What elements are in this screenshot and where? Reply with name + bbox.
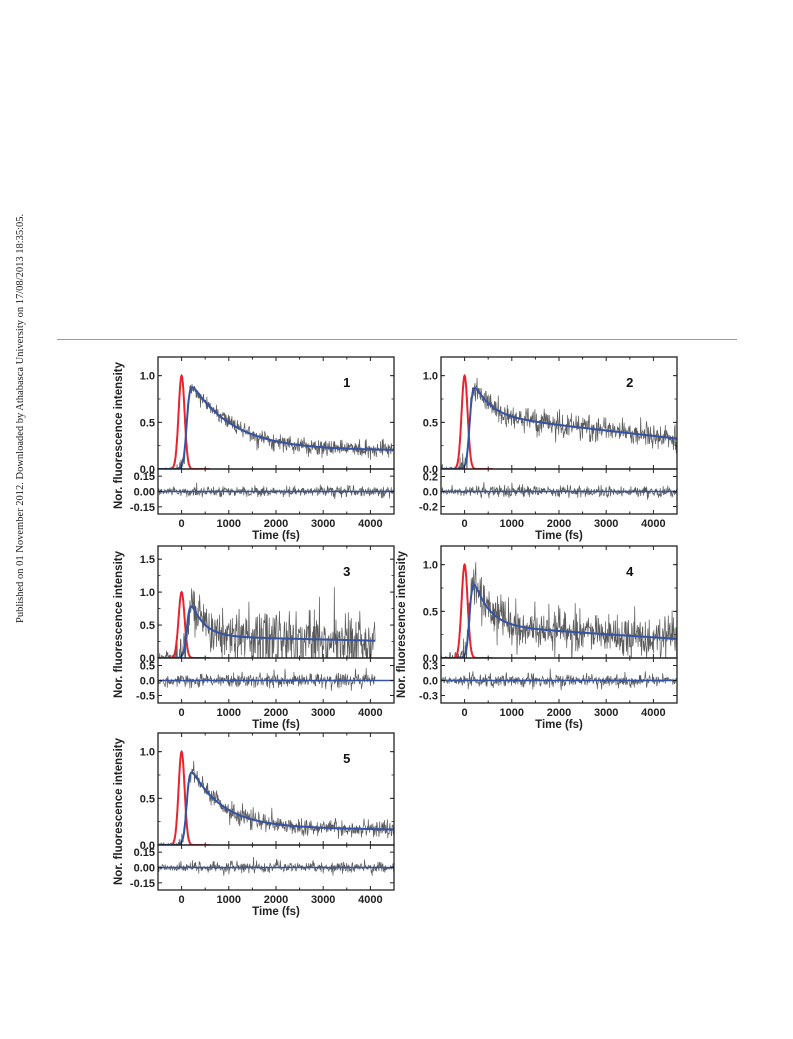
residual-tick-label: 0.3 bbox=[423, 661, 438, 673]
residual-tick-label: 0.0 bbox=[423, 676, 438, 688]
residual-tick-label: 0.00 bbox=[134, 487, 155, 499]
x-tick-label: 3000 bbox=[594, 518, 618, 530]
y-tick-label: 0.5 bbox=[423, 606, 438, 618]
y-axis-label: Nor. fluorescence intensity bbox=[396, 550, 408, 698]
x-tick-label: 4000 bbox=[358, 707, 382, 719]
y-axis-label: Nor. fluorescence intensity bbox=[113, 737, 125, 885]
residual-tick-label: 0.15 bbox=[134, 847, 155, 859]
residual-tick-label: 0.00 bbox=[134, 863, 155, 875]
data-trace bbox=[158, 587, 376, 658]
y-tick-label: 0.0 bbox=[423, 464, 438, 476]
fit-curve bbox=[441, 386, 677, 469]
x-tick-label: 4000 bbox=[358, 518, 382, 530]
x-axis-label: Time (fs) bbox=[252, 530, 300, 542]
x-tick-label: 0 bbox=[462, 518, 468, 530]
main-plot-frame bbox=[157, 356, 395, 470]
residual-tick-label: 0.0 bbox=[423, 487, 438, 499]
x-tick-label: 0 bbox=[462, 707, 468, 719]
panel-number: 4 bbox=[626, 564, 634, 579]
x-tick-label: 2000 bbox=[547, 707, 571, 719]
x-tick-label: 4000 bbox=[641, 707, 665, 719]
data-trace bbox=[441, 377, 677, 469]
x-tick-label: 4000 bbox=[641, 518, 665, 530]
y-tick-label: 1.5 bbox=[140, 554, 155, 566]
panel-number: 3 bbox=[343, 564, 350, 579]
y-tick-label: 0.5 bbox=[140, 620, 155, 632]
x-tick-label: 3000 bbox=[311, 518, 335, 530]
y-tick-label: 0.0 bbox=[140, 653, 155, 665]
chart-panel-1: 0 1000 2000 3000 4000 Time (fs) 0.0 0.5 1.0 0.15 0… bbox=[113, 356, 395, 542]
x-tick-label: 1000 bbox=[217, 707, 241, 719]
y-tick-label: 0.5 bbox=[140, 417, 155, 429]
x-tick-label: 1000 bbox=[500, 707, 524, 719]
panel-number: 5 bbox=[343, 751, 350, 766]
y-tick-label: 1.0 bbox=[423, 371, 438, 383]
fit-curve bbox=[441, 583, 677, 658]
irf-curve bbox=[158, 590, 210, 658]
fit-curve bbox=[158, 771, 394, 845]
panel-number: 1 bbox=[343, 375, 350, 390]
residual-tick-label: 0.2 bbox=[423, 472, 438, 484]
residual-trace bbox=[158, 856, 394, 876]
main-plot-frame bbox=[440, 356, 678, 470]
residual-tick-label: 0.0 bbox=[140, 676, 155, 688]
residual-tick-label: -0.15 bbox=[130, 878, 155, 890]
residual-trace bbox=[158, 482, 394, 499]
irf-curve bbox=[441, 562, 493, 658]
y-axis-label: Nor. fluorescence intensity bbox=[113, 361, 125, 509]
residual-tick-label: 0.15 bbox=[134, 471, 155, 483]
x-tick-label: 1000 bbox=[217, 518, 241, 530]
fit-curve bbox=[158, 386, 394, 469]
x-tick-label: 1000 bbox=[500, 518, 524, 530]
y-tick-label: 1.0 bbox=[140, 371, 155, 383]
y-tick-label: 0.0 bbox=[140, 464, 155, 476]
x-tick-label: 2000 bbox=[264, 518, 288, 530]
y-tick-label: 0.5 bbox=[423, 417, 438, 429]
x-tick-label: 1000 bbox=[217, 894, 241, 906]
residual-tick-label: -0.5 bbox=[136, 691, 155, 703]
residual-tick-label: 0.5 bbox=[140, 661, 155, 673]
x-tick-label: 2000 bbox=[547, 518, 571, 530]
panel-number: 2 bbox=[626, 375, 633, 390]
residual-tick-label: -0.15 bbox=[130, 502, 155, 514]
y-tick-label: 0.0 bbox=[423, 653, 438, 665]
residual-tick-label: -0.3 bbox=[419, 691, 438, 703]
irf-curve bbox=[158, 749, 210, 845]
data-trace bbox=[158, 760, 394, 845]
y-tick-label: 1.0 bbox=[423, 560, 438, 572]
x-axis-label: Time (fs) bbox=[535, 719, 583, 731]
y-tick-label: 0.0 bbox=[140, 840, 155, 852]
page-rule bbox=[57, 339, 737, 340]
x-tick-label: 2000 bbox=[264, 707, 288, 719]
y-tick-label: 1.0 bbox=[140, 747, 155, 759]
x-tick-label: 0 bbox=[179, 518, 185, 530]
x-tick-label: 0 bbox=[179, 707, 185, 719]
x-tick-label: 4000 bbox=[358, 894, 382, 906]
x-axis-label: Time (fs) bbox=[535, 530, 583, 542]
fit-curve bbox=[158, 605, 376, 658]
data-trace bbox=[441, 562, 677, 658]
y-axis-label: Nor. fluorescence intensity bbox=[113, 550, 125, 698]
x-tick-label: 3000 bbox=[594, 707, 618, 719]
irf-curve bbox=[158, 373, 210, 469]
residual-tick-label: -0.2 bbox=[419, 502, 438, 514]
residual-trace bbox=[158, 668, 376, 691]
x-tick-label: 2000 bbox=[264, 894, 288, 906]
x-axis-label: Time (fs) bbox=[252, 719, 300, 731]
residual-trace bbox=[441, 668, 677, 691]
y-tick-label: 0.5 bbox=[140, 793, 155, 805]
y-tick-label: 1.0 bbox=[140, 587, 155, 599]
x-tick-label: 0 bbox=[179, 894, 185, 906]
chart-panel-5: 0 1000 2000 3000 4000 Time (fs) 0.0 0.5 1.0 0.15 0… bbox=[113, 732, 395, 918]
x-tick-label: 3000 bbox=[311, 894, 335, 906]
x-axis-label: Time (fs) bbox=[252, 906, 300, 918]
x-tick-label: 3000 bbox=[311, 707, 335, 719]
irf-curve bbox=[441, 373, 493, 469]
